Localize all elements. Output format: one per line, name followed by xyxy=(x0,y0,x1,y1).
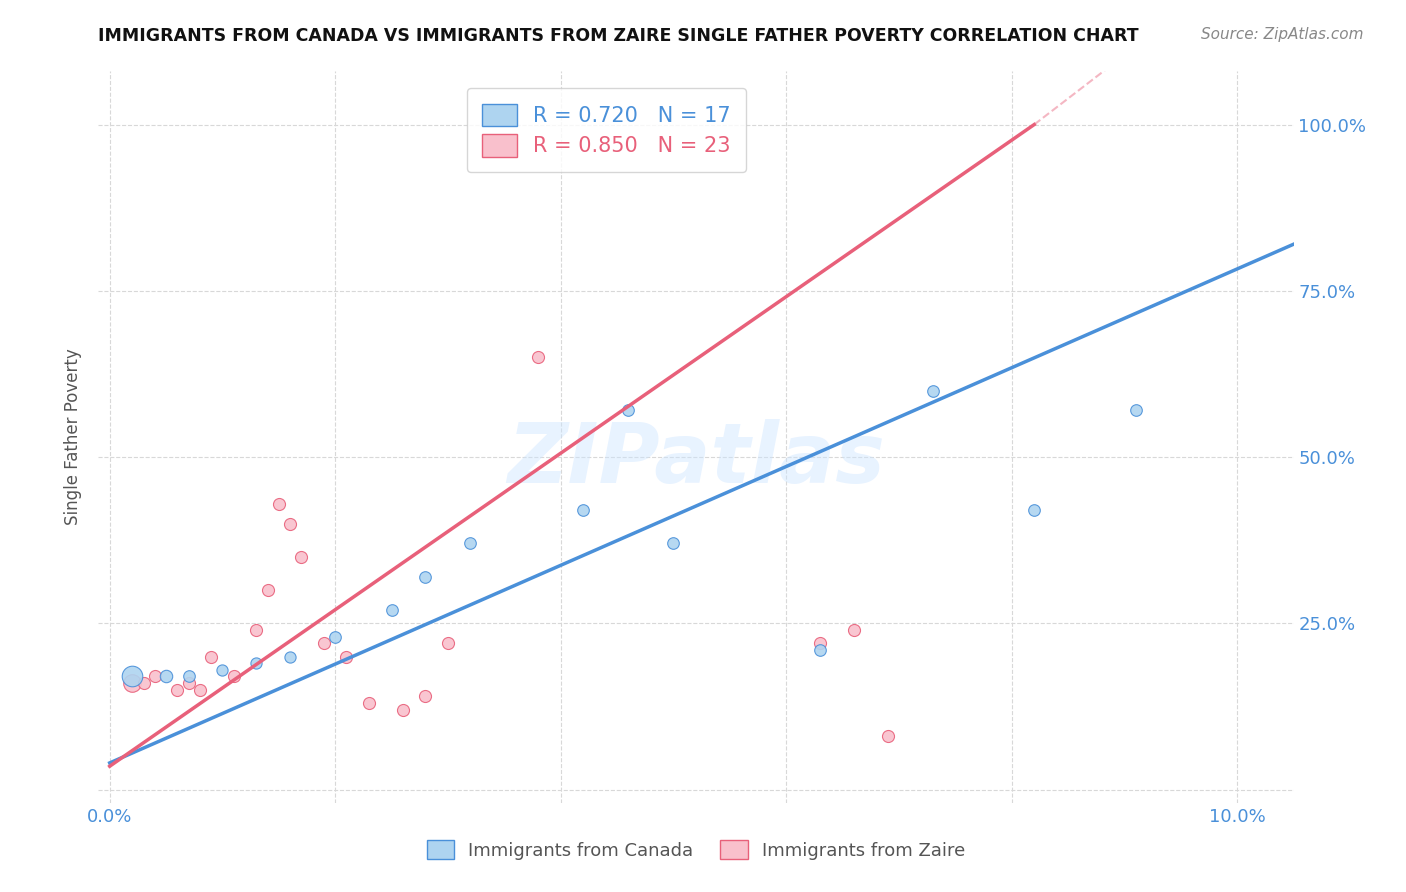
Point xyxy=(617,403,640,417)
Point xyxy=(808,643,831,657)
Point xyxy=(267,497,290,511)
Point xyxy=(121,669,143,683)
Point xyxy=(572,503,595,517)
Point xyxy=(278,516,301,531)
Text: IMMIGRANTS FROM CANADA VS IMMIGRANTS FROM ZAIRE SINGLE FATHER POVERTY CORRELATIO: IMMIGRANTS FROM CANADA VS IMMIGRANTS FRO… xyxy=(98,27,1139,45)
Point xyxy=(460,536,482,550)
Point xyxy=(211,663,233,677)
Point xyxy=(527,351,550,365)
Point xyxy=(1024,503,1046,517)
Point xyxy=(1125,403,1147,417)
Point xyxy=(662,536,685,550)
Point xyxy=(921,384,943,398)
Point xyxy=(335,649,357,664)
Point xyxy=(188,682,211,697)
Point xyxy=(842,623,865,637)
Point xyxy=(132,676,155,690)
Point xyxy=(808,636,831,650)
Point xyxy=(143,669,166,683)
Point xyxy=(121,676,143,690)
Legend: Immigrants from Canada, Immigrants from Zaire: Immigrants from Canada, Immigrants from … xyxy=(419,833,973,867)
Point xyxy=(876,729,898,743)
Point xyxy=(380,603,402,617)
Point xyxy=(177,676,200,690)
Point xyxy=(245,623,267,637)
Point xyxy=(323,630,346,644)
Point xyxy=(200,649,222,664)
Text: Source: ZipAtlas.com: Source: ZipAtlas.com xyxy=(1201,27,1364,42)
Point xyxy=(392,703,415,717)
Point xyxy=(222,669,245,683)
Point xyxy=(415,570,437,584)
Point xyxy=(312,636,335,650)
Point xyxy=(278,649,301,664)
Point xyxy=(155,669,177,683)
Point xyxy=(415,690,437,704)
Y-axis label: Single Father Poverty: Single Father Poverty xyxy=(65,349,83,525)
Point xyxy=(357,696,380,710)
Point xyxy=(245,656,267,670)
Point xyxy=(437,636,460,650)
Point xyxy=(166,682,188,697)
Point xyxy=(256,582,278,597)
Text: ZIPatlas: ZIPatlas xyxy=(508,418,884,500)
Point xyxy=(290,549,312,564)
Point xyxy=(177,669,200,683)
